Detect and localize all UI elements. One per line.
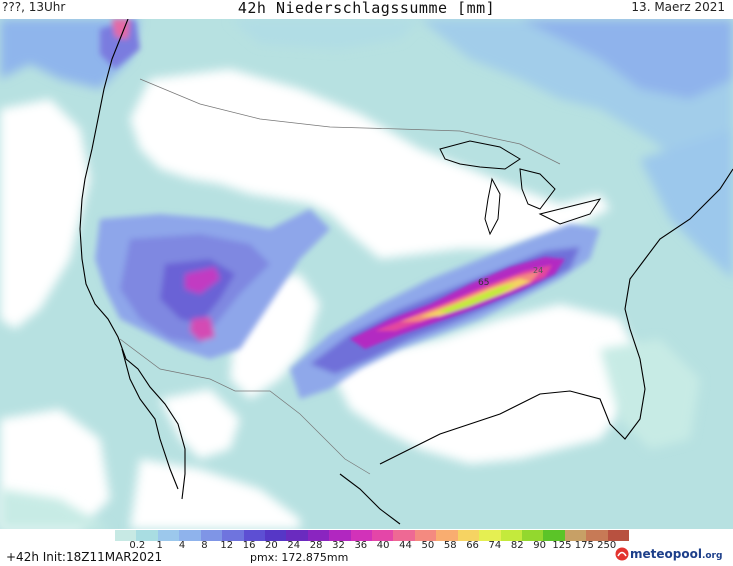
legend-tick-label: 1	[156, 540, 163, 551]
legend-swatch	[479, 530, 501, 541]
legend-tick-label: 50	[421, 540, 435, 551]
great-lakes	[439, 140, 602, 236]
legend-swatch	[136, 530, 159, 541]
map-label-max1: 65	[478, 278, 489, 288]
borders	[119, 78, 561, 475]
legend-tick-label: 8	[201, 540, 208, 551]
legend-swatch	[436, 530, 459, 541]
legend-swatch	[414, 530, 437, 541]
legend-tick-label: 16	[242, 540, 256, 551]
legend-tick-label: 66	[466, 540, 479, 551]
legend-swatch	[264, 530, 287, 541]
legend-swatch	[222, 530, 244, 541]
legend-tick-label: 32	[332, 540, 345, 551]
legend-swatch	[179, 530, 202, 541]
legend-tick-label: 28	[309, 540, 323, 551]
meteopool-logo-icon	[615, 547, 629, 561]
map-title: 42h Niederschlagssumme [mm]	[237, 0, 496, 17]
legend-tick-label: 4	[178, 540, 186, 551]
legend-tick-label: 36	[354, 540, 368, 551]
legend-swatch	[243, 530, 266, 541]
legend-tick-label: 74	[488, 540, 502, 551]
forecast-time: ???, 13Uhr	[2, 0, 66, 14]
color-legend	[115, 530, 630, 541]
meteopool-logo[interactable]: meteopool.org	[615, 546, 730, 566]
legend-tick-label: 58	[443, 540, 457, 551]
legend-swatch	[500, 530, 523, 541]
coastlines	[79, 19, 733, 525]
init-info: +42h Init:18Z11MAR2021	[6, 550, 163, 564]
legend-swatch	[157, 530, 180, 541]
legend-tick-label: 125	[552, 540, 572, 551]
legend-tick-label: 40	[376, 540, 390, 551]
legend-swatch	[286, 530, 309, 541]
legend-tick-label: 82	[510, 540, 524, 551]
map-label-max2: 24	[533, 266, 543, 275]
precip-layer-west	[95, 19, 330, 359]
legend-swatch	[543, 530, 566, 541]
legend-swatch	[393, 530, 416, 541]
precipitation-map: 65 24	[0, 19, 733, 529]
legend-tick-label: 20	[265, 540, 278, 551]
legend-tick-label: 90	[533, 540, 546, 551]
legend-swatch	[521, 530, 544, 541]
legend-tick-label: 24	[287, 540, 301, 551]
legend-swatch	[200, 530, 223, 541]
legend-swatch	[115, 530, 137, 541]
legend-swatch	[307, 530, 330, 541]
legend-ticks: 0.2 1 4 8 12 16 20 24 28 32 36 40 44 50 58 66 74 82 90 125 1…	[115, 540, 629, 552]
map-svg: 65 24	[0, 19, 733, 529]
legend-tick-label: 250	[597, 540, 617, 551]
legend-swatch	[564, 530, 587, 541]
precip-band-core	[350, 257, 565, 349]
legend-swatch	[607, 530, 630, 541]
legend-tick-label: 12	[220, 540, 234, 551]
legend-tick-label: 44	[399, 540, 412, 551]
max-precip: pmx: 172.875mm	[250, 551, 349, 564]
legend-tick-label: 0.2	[129, 540, 146, 551]
legend-tick-label: 175	[574, 540, 594, 551]
legend-swatch	[372, 530, 394, 541]
legend-swatch	[586, 530, 609, 541]
legend-swatch	[350, 530, 373, 541]
header: ???, 13Uhr 42h Niederschlagssumme [mm] 1…	[0, 0, 733, 20]
legend-swatch	[457, 530, 480, 541]
precip-layer-southeast	[0, 339, 700, 529]
forecast-date: 13. Maerz 2021	[631, 0, 725, 14]
legend-swatch	[329, 530, 352, 541]
logo-text: meteopool.org	[630, 547, 723, 561]
